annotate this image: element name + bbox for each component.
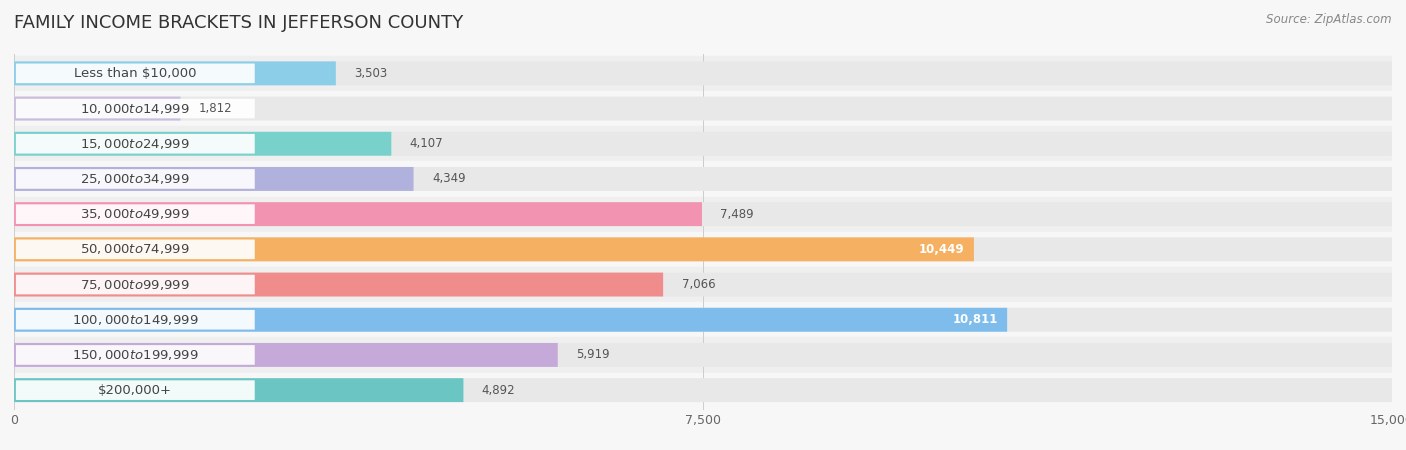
Text: Source: ZipAtlas.com: Source: ZipAtlas.com <box>1267 14 1392 27</box>
Text: 5,919: 5,919 <box>576 348 610 361</box>
FancyBboxPatch shape <box>14 202 1392 226</box>
FancyBboxPatch shape <box>15 345 254 365</box>
Bar <box>14 267 1392 302</box>
FancyBboxPatch shape <box>14 132 1392 156</box>
FancyBboxPatch shape <box>14 97 180 121</box>
FancyBboxPatch shape <box>14 97 1392 121</box>
FancyBboxPatch shape <box>15 63 254 83</box>
Text: 7,066: 7,066 <box>682 278 716 291</box>
Text: 10,811: 10,811 <box>953 313 998 326</box>
FancyBboxPatch shape <box>14 378 464 402</box>
Bar <box>14 91 1392 126</box>
FancyBboxPatch shape <box>14 238 974 261</box>
Text: 4,349: 4,349 <box>432 172 465 185</box>
FancyBboxPatch shape <box>14 167 1392 191</box>
Text: $200,000+: $200,000+ <box>98 384 173 396</box>
FancyBboxPatch shape <box>14 202 702 226</box>
Bar <box>14 56 1392 91</box>
Text: 7,489: 7,489 <box>720 207 754 220</box>
Bar <box>14 162 1392 197</box>
FancyBboxPatch shape <box>15 310 254 329</box>
FancyBboxPatch shape <box>15 275 254 294</box>
Text: $75,000 to $99,999: $75,000 to $99,999 <box>80 278 190 292</box>
Text: $25,000 to $34,999: $25,000 to $34,999 <box>80 172 190 186</box>
Text: 1,812: 1,812 <box>198 102 232 115</box>
FancyBboxPatch shape <box>15 169 254 189</box>
Text: 10,449: 10,449 <box>920 243 965 256</box>
FancyBboxPatch shape <box>14 167 413 191</box>
Bar <box>14 302 1392 338</box>
Text: FAMILY INCOME BRACKETS IN JEFFERSON COUNTY: FAMILY INCOME BRACKETS IN JEFFERSON COUN… <box>14 14 464 32</box>
FancyBboxPatch shape <box>14 308 1007 332</box>
Bar <box>14 373 1392 408</box>
Bar <box>14 197 1392 232</box>
Bar <box>14 126 1392 162</box>
FancyBboxPatch shape <box>15 99 254 118</box>
FancyBboxPatch shape <box>14 343 1392 367</box>
Text: $100,000 to $149,999: $100,000 to $149,999 <box>72 313 198 327</box>
FancyBboxPatch shape <box>15 134 254 153</box>
Text: 4,892: 4,892 <box>482 384 516 396</box>
FancyBboxPatch shape <box>14 308 1392 332</box>
FancyBboxPatch shape <box>14 61 336 86</box>
FancyBboxPatch shape <box>14 273 664 297</box>
Text: $15,000 to $24,999: $15,000 to $24,999 <box>80 137 190 151</box>
FancyBboxPatch shape <box>14 343 558 367</box>
Text: $10,000 to $14,999: $10,000 to $14,999 <box>80 102 190 116</box>
FancyBboxPatch shape <box>14 61 1392 86</box>
Text: 4,107: 4,107 <box>409 137 443 150</box>
Text: $150,000 to $199,999: $150,000 to $199,999 <box>72 348 198 362</box>
FancyBboxPatch shape <box>15 380 254 400</box>
FancyBboxPatch shape <box>14 273 1392 297</box>
Text: $35,000 to $49,999: $35,000 to $49,999 <box>80 207 190 221</box>
Bar <box>14 338 1392 373</box>
Text: 3,503: 3,503 <box>354 67 388 80</box>
FancyBboxPatch shape <box>14 132 391 156</box>
FancyBboxPatch shape <box>15 204 254 224</box>
Bar <box>14 232 1392 267</box>
Text: $50,000 to $74,999: $50,000 to $74,999 <box>80 243 190 256</box>
FancyBboxPatch shape <box>15 239 254 259</box>
Text: Less than $10,000: Less than $10,000 <box>75 67 197 80</box>
FancyBboxPatch shape <box>14 238 1392 261</box>
FancyBboxPatch shape <box>14 378 1392 402</box>
